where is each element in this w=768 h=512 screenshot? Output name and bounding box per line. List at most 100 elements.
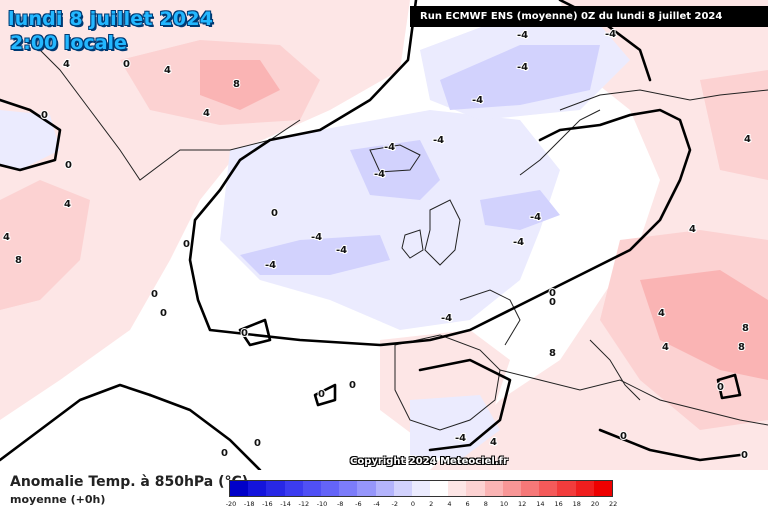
color-scale-tick: -18 [243, 500, 255, 508]
contour-label: 4 [658, 308, 665, 319]
contour-label: 4 [490, 437, 497, 448]
zero-contour-atlantic-south [148, 393, 262, 470]
warm-anomaly-atlantic-west [0, 180, 90, 310]
color-scale-tick: 12 [518, 500, 527, 508]
color-scale-tick: 10 [499, 500, 509, 508]
map-canvas: -4 -4 -4 -4 -4 -4 -4 -4 -4 -4 -4 -4 -4 -… [0, 0, 768, 470]
color-swatch [466, 481, 485, 496]
variable-subtitle: moyenne (+0h) [10, 493, 106, 506]
legend-footer: Anomalie Temp. à 850hPa (°C) moyenne (+0… [0, 470, 768, 512]
color-scale-tick: 8 [483, 500, 488, 508]
color-scale-tick: 6 [465, 500, 470, 508]
color-swatch [539, 481, 558, 496]
cold-anomaly-core-atlantic [240, 235, 390, 275]
contour-label: 0 [349, 380, 356, 391]
color-scale-tick: -20 [225, 500, 237, 508]
copyright-text: Copyright 2024 Meteociel.fr [350, 456, 508, 467]
scandinavia-coast [559, 89, 768, 111]
color-swatch [230, 481, 249, 496]
zero-contours [0, 0, 742, 470]
contour-label: 8 [549, 348, 556, 359]
color-scale-tick: -10 [316, 500, 328, 508]
contour-label: -4 [530, 212, 541, 223]
run-info-banner: Run ECMWF ENS (moyenne) 0Z du lundi 8 ju… [410, 6, 768, 27]
color-swatch [284, 481, 303, 496]
color-swatch [575, 481, 594, 496]
color-scale-tick: 0 [410, 500, 416, 508]
contour-label: 0 [271, 208, 278, 219]
temperature-anomaly-map: -4 -4 -4 -4 -4 -4 -4 -4 -4 -4 -4 -4 -4 -… [0, 0, 768, 470]
contour-label: 0 [254, 438, 261, 449]
contour-label: 4 [64, 199, 71, 210]
color-swatch [448, 481, 467, 496]
color-scale-bar [229, 480, 613, 497]
norway-coast [519, 109, 601, 176]
contour-label: -4 [374, 169, 385, 180]
cold-anomaly-core-northsea [480, 190, 560, 230]
contour-label: -4 [605, 29, 616, 40]
variable-title: Anomalie Temp. à 850hPa (°C) [10, 474, 249, 490]
contour-label: -4 [311, 232, 322, 243]
color-swatch [302, 481, 321, 496]
zero-contour-main [188, 0, 692, 347]
zero-contour-southwest [0, 383, 152, 462]
contour-label: -4 [336, 245, 347, 256]
zero-contour-black-sea [716, 373, 742, 400]
color-scale-tick: 2 [429, 500, 434, 508]
zero-contour-labrador [0, 98, 62, 172]
cold-anomaly-core-norway [440, 45, 600, 110]
iceland-coast [369, 144, 421, 173]
contour-label: 4 [689, 224, 696, 235]
contour-label: 4 [203, 108, 210, 119]
color-swatch [339, 481, 358, 496]
italy-coast [589, 339, 641, 401]
contour-label: -4 [455, 433, 466, 444]
strong-warm-anomaly-balkans [640, 270, 768, 380]
contour-labels: -4 -4 -4 -4 -4 -4 -4 -4 -4 -4 -4 -4 -4 -… [2, 28, 752, 462]
color-scale-tick: 18 [572, 500, 581, 508]
contour-label: 8 [738, 342, 745, 353]
contour-label: 0 [65, 160, 72, 171]
contour-label: 4 [3, 232, 10, 243]
color-scale-ticks: -20 -18 -16 -14 -12 -10 -8 -6 -4 -2 0 2 4 6 8 10 12 14 16 1… [225, 500, 618, 510]
warm-anomaly-scandinavia-east [700, 70, 768, 180]
color-swatch [484, 481, 503, 496]
contour-label: 0 [151, 289, 158, 300]
contour-label: 0 [183, 239, 190, 250]
date-title: lundi 8 juillet 2024 [8, 8, 214, 30]
contour-label: -4 [472, 95, 483, 106]
color-scale-tick: -2 [391, 500, 399, 508]
ireland-coast [401, 229, 424, 259]
color-swatch [393, 481, 412, 496]
contour-label: -4 [384, 142, 395, 153]
color-scale-tick: -14 [280, 500, 291, 508]
cold-anomaly-labrador [0, 110, 60, 170]
british-isles-coast [424, 199, 461, 266]
contour-label: 0 [318, 389, 325, 400]
contour-label: 8 [742, 323, 749, 334]
contour-label: 0 [41, 110, 48, 121]
color-swatch [430, 481, 449, 496]
color-swatch [502, 481, 521, 496]
contour-label: 0 [549, 288, 556, 299]
contour-label: 0 [241, 328, 248, 339]
color-scale-tick: 16 [554, 500, 563, 508]
contour-label: 0 [221, 448, 228, 459]
color-scale-tick: 14 [536, 500, 545, 508]
contour-label: -4 [513, 237, 524, 248]
color-swatch [557, 481, 576, 496]
color-swatch [593, 481, 612, 496]
zero-contour-mediterranean [598, 428, 742, 462]
contour-label: -4 [517, 62, 528, 73]
zero-contour-iberia [418, 358, 512, 452]
color-scale-tick: -16 [262, 500, 273, 508]
iberia-coast [394, 334, 501, 431]
color-scale-tick: 4 [447, 500, 452, 508]
color-scale-tick: 22 [609, 500, 618, 508]
color-swatch [266, 481, 285, 496]
contour-label: 0 [741, 450, 748, 461]
contour-label: 4 [164, 65, 171, 76]
contour-label: 8 [233, 79, 240, 90]
color-scale-tick: -6 [355, 500, 362, 508]
